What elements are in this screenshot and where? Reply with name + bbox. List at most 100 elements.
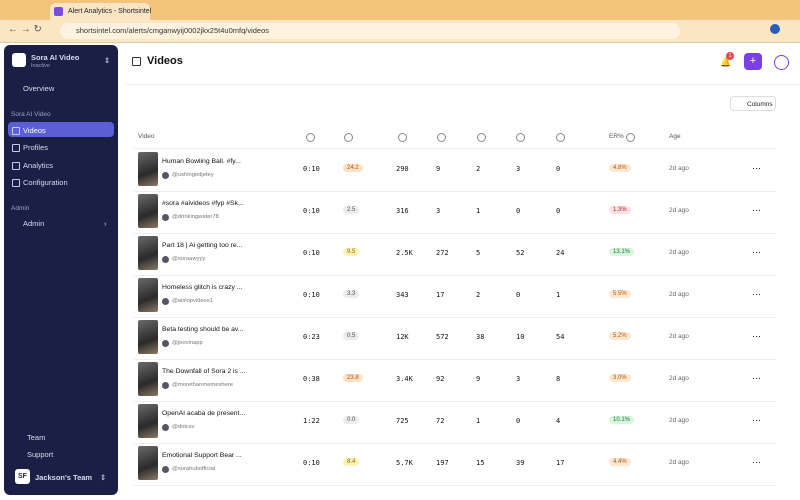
team-name[interactable]: Jackson's Team: [35, 473, 93, 482]
er-pill: 13.1%: [609, 248, 635, 256]
row-line: [134, 359, 776, 360]
workspace-name[interactable]: Sora AI Video: [31, 53, 80, 62]
saves: 8: [556, 375, 561, 383]
creator-handle[interactable]: @sorahubofficial: [172, 466, 216, 472]
creator-handle[interactable]: @joovinapp: [172, 340, 203, 346]
add-button[interactable]: +: [744, 53, 762, 70]
age: 2d ago: [669, 333, 689, 340]
column-header[interactable]: Video: [138, 133, 155, 140]
comments: 2: [476, 165, 481, 173]
column-header[interactable]: Age: [669, 133, 681, 140]
shares: 0: [516, 207, 521, 215]
nav-item[interactable]: Configuration: [23, 177, 68, 187]
column-header-icon[interactable]: [437, 133, 446, 142]
video-thumbnail[interactable]: [138, 194, 158, 228]
column-header-icon[interactable]: [556, 133, 565, 142]
columns-button[interactable]: Columns: [730, 96, 776, 111]
saves: 54: [556, 333, 565, 341]
nav-team[interactable]: Team: [27, 433, 46, 442]
nav-overview[interactable]: Overview: [23, 84, 55, 93]
views: 725: [396, 417, 409, 425]
video-title[interactable]: #sora #aivideos #fyp #Sk...: [162, 200, 244, 207]
likes: 197: [436, 459, 449, 467]
row-menu[interactable]: ⋯: [752, 331, 761, 341]
video-thumbnail[interactable]: [138, 278, 158, 312]
creator-avatar: [162, 256, 169, 263]
column-header[interactable]: ER%: [609, 133, 624, 140]
likes: 572: [436, 333, 449, 341]
video-thumbnail[interactable]: [138, 236, 158, 270]
nav-icon: [12, 127, 20, 135]
nav-item[interactable]: Analytics: [23, 160, 54, 170]
creator-handle[interactable]: @soraawyyy: [172, 256, 206, 262]
column-header-icon[interactable]: [477, 133, 486, 142]
video-title[interactable]: Emotional Support Bear ...: [162, 452, 242, 459]
row-menu[interactable]: ⋯: [752, 163, 761, 173]
assistant-button[interactable]: [774, 55, 789, 70]
nav-buttons[interactable]: ← → ↻: [8, 24, 42, 35]
column-header-icon[interactable]: [626, 133, 635, 142]
creator-avatar: [162, 466, 169, 473]
duration: 0:23: [303, 333, 320, 341]
row-menu[interactable]: ⋯: [752, 247, 761, 257]
comments: 1: [476, 207, 481, 215]
column-header-icon[interactable]: [344, 133, 353, 142]
nav-item[interactable]: Videos: [23, 126, 46, 135]
creator-handle[interactable]: @morethanmemeshere: [172, 382, 233, 388]
video-title[interactable]: OpenAI acaba de present...: [162, 410, 246, 417]
creator-handle[interactable]: @ushingedjetey: [172, 172, 214, 178]
row-line: [134, 148, 776, 149]
score-pill: 8.4: [343, 458, 360, 466]
column-header-icon[interactable]: [398, 133, 407, 142]
video-title[interactable]: Human Bowling Ball. #fy...: [162, 158, 241, 165]
team-switcher[interactable]: ⇕: [100, 473, 107, 482]
likes: 17: [436, 291, 445, 299]
video-thumbnail[interactable]: [138, 446, 158, 480]
creator-avatar: [162, 424, 169, 431]
er-pill: 4.4%: [609, 458, 631, 466]
workspace-switcher[interactable]: ⇕: [104, 56, 111, 65]
nav-support[interactable]: Support: [27, 450, 54, 459]
profile-avatar[interactable]: [770, 24, 780, 34]
views: 290: [396, 165, 409, 173]
column-header-icon[interactable]: [516, 133, 525, 142]
row-line: [134, 317, 776, 318]
shares: 0: [516, 417, 521, 425]
address-bar[interactable]: shortsintel.com/alerts/cmganwyij0002jkx2…: [60, 23, 680, 39]
row-menu[interactable]: ⋯: [752, 205, 761, 215]
row-menu[interactable]: ⋯: [752, 373, 761, 383]
likes: 92: [436, 375, 445, 383]
comments: 5: [476, 249, 481, 257]
duration: 0:38: [303, 375, 320, 383]
video-thumbnail[interactable]: [138, 320, 158, 354]
notifications-button[interactable]: 🔔: [720, 57, 732, 67]
column-header-icon[interactable]: [306, 133, 315, 142]
browser-tab[interactable]: Alert Analytics - Shortsintel: [50, 3, 151, 20]
saves: 1: [556, 291, 561, 299]
nav-item[interactable]: Profiles: [23, 143, 49, 153]
creator-handle[interactable]: @dotcsv: [172, 424, 195, 430]
sidebar-toggle[interactable]: [132, 57, 141, 66]
creator-handle[interactable]: @drinkingwater78: [172, 214, 219, 220]
row-line: [134, 191, 776, 192]
video-thumbnail[interactable]: [138, 152, 158, 186]
views: 316: [396, 207, 409, 215]
video-title[interactable]: The Downfall of Sora 2 is ...: [162, 368, 246, 375]
video-title[interactable]: Part 18 | Ai getting too re...: [162, 242, 243, 249]
video-thumbnail[interactable]: [138, 404, 158, 438]
nav-admin[interactable]: Admin: [23, 219, 45, 228]
row-line: [134, 275, 776, 276]
row-menu[interactable]: ⋯: [752, 457, 761, 467]
er-pill: 3.0%: [609, 374, 631, 382]
saves: 4: [556, 417, 561, 425]
creator-handle[interactable]: @aislopvideos1: [172, 298, 214, 304]
row-menu[interactable]: ⋯: [752, 289, 761, 299]
age: 2d ago: [669, 459, 689, 466]
row-menu[interactable]: ⋯: [752, 415, 761, 425]
er-pill: 5.2%: [609, 332, 631, 340]
creator-avatar: [162, 298, 169, 305]
video-title[interactable]: Homeless glitch is crazy ...: [162, 284, 243, 291]
comments: 2: [476, 291, 481, 299]
video-thumbnail[interactable]: [138, 362, 158, 396]
video-title[interactable]: Beta testing should be av...: [162, 326, 244, 333]
